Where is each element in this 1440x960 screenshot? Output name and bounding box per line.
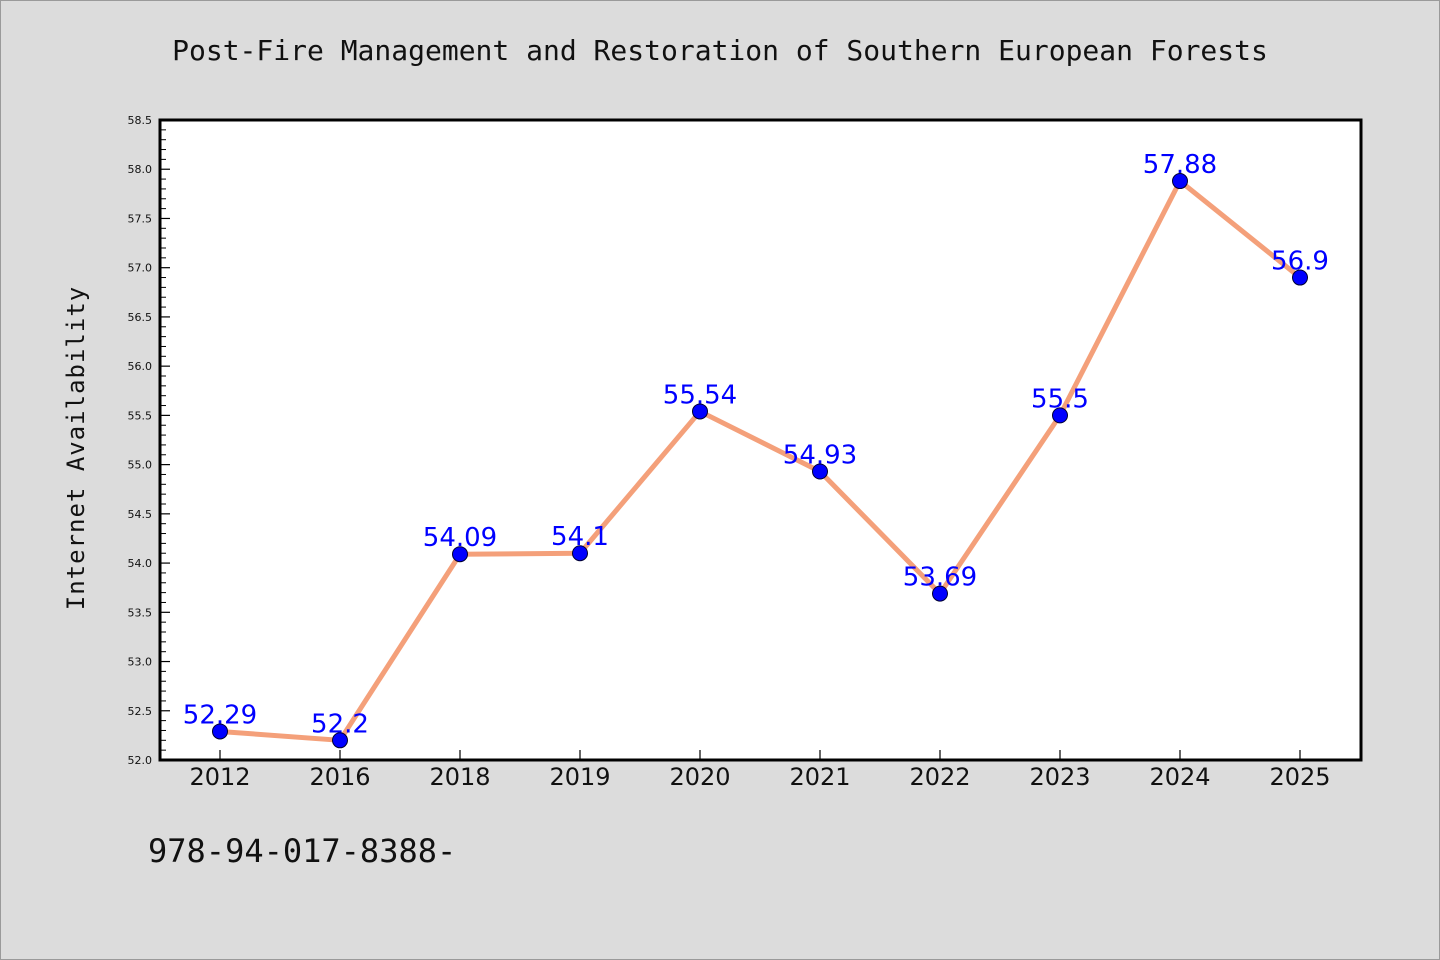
data-point-marker bbox=[452, 546, 468, 563]
data-label: 55.54 bbox=[663, 380, 737, 410]
y-tick-label: 57.5 bbox=[128, 212, 153, 225]
data-label: 54.93 bbox=[783, 441, 857, 471]
y-tick-label: 57.0 bbox=[128, 262, 153, 275]
y-tick-label: 58.5 bbox=[128, 114, 153, 127]
y-tick-label: 55.5 bbox=[128, 409, 153, 422]
data-label: 52.2 bbox=[311, 709, 369, 739]
x-tick-label: 2023 bbox=[1029, 763, 1090, 791]
data-point-marker bbox=[812, 463, 828, 480]
chart-title: Post-Fire Management and Restoration of … bbox=[172, 34, 1268, 67]
data-point-marker bbox=[212, 723, 228, 740]
y-tick-label: 53.0 bbox=[128, 656, 153, 669]
data-label: 55.5 bbox=[1031, 384, 1089, 414]
data-point-marker bbox=[932, 585, 948, 602]
data-point-marker bbox=[692, 403, 708, 420]
x-tick-label: 2020 bbox=[669, 763, 730, 791]
x-tick-label: 2018 bbox=[429, 763, 490, 791]
x-tick-label: 2021 bbox=[789, 763, 850, 791]
y-tick-label: 58.0 bbox=[128, 163, 153, 176]
x-tick-label: 2025 bbox=[1269, 763, 1330, 791]
data-point-marker bbox=[572, 545, 588, 562]
series-line bbox=[217, 178, 1303, 743]
x-tick-label: 2019 bbox=[549, 763, 610, 791]
y-tick-label: 56.0 bbox=[128, 360, 153, 373]
y-tick-label: 54.0 bbox=[128, 557, 153, 570]
data-label: 54.1 bbox=[551, 522, 609, 552]
data-label: 54.09 bbox=[423, 523, 497, 553]
y-tick-label: 55.0 bbox=[128, 459, 153, 472]
y-tick-label: 54.5 bbox=[128, 508, 153, 521]
x-tick-label: 2016 bbox=[309, 763, 370, 791]
data-label: 57.88 bbox=[1143, 150, 1217, 180]
data-point-marker bbox=[1172, 173, 1188, 190]
data-label: 52.29 bbox=[183, 700, 257, 730]
x-tick-label: 2022 bbox=[909, 763, 970, 791]
y-axis-label: Internet Availability bbox=[62, 286, 90, 610]
footer-isbn-text: 978-94-017-8388- bbox=[148, 832, 457, 870]
y-tick-label: 52.5 bbox=[128, 705, 153, 718]
y-tick-label: 52.0 bbox=[128, 754, 153, 767]
y-tick-label: 53.5 bbox=[128, 606, 153, 619]
y-tick-label: 56.5 bbox=[128, 311, 153, 324]
data-label: 56.9 bbox=[1271, 247, 1329, 277]
data-point-marker bbox=[1052, 407, 1068, 424]
x-tick-label: 2024 bbox=[1149, 763, 1210, 791]
data-label: 53.69 bbox=[903, 563, 977, 593]
data-point-marker bbox=[332, 732, 348, 749]
data-point-marker bbox=[1292, 269, 1308, 286]
x-tick-label: 2012 bbox=[189, 763, 250, 791]
